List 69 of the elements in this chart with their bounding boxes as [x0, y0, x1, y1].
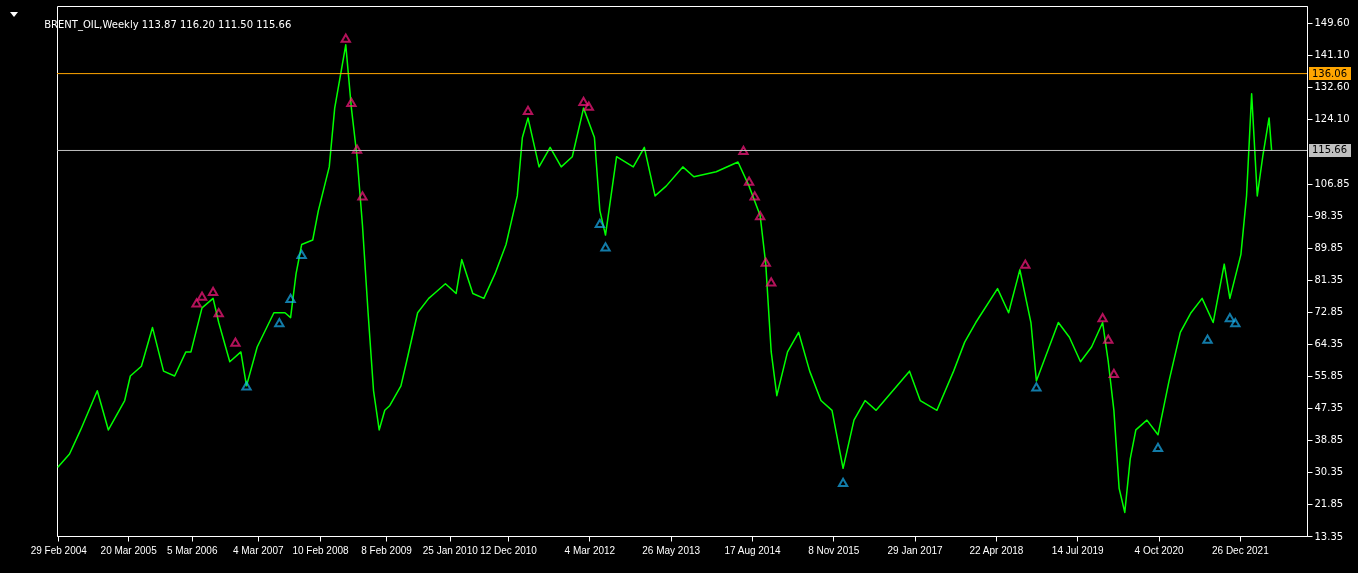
x-tick-label: 22 Apr 2018: [969, 544, 1024, 556]
x-tick-label: 4 Mar 2012: [564, 544, 616, 556]
point: [296, 249, 307, 259]
point: [738, 145, 749, 155]
ref-line-label: 136.06: [1312, 67, 1347, 79]
y-tick-label: 89.85: [1314, 242, 1344, 254]
x-tick-label: 14 Jul 2019: [1051, 544, 1105, 556]
x-tick-label: 17 Aug 2014: [724, 544, 781, 556]
point: [213, 308, 224, 318]
y-tick-label: 64.35: [1314, 338, 1344, 350]
point: [1103, 334, 1114, 344]
ref-line-label: 115.66: [1312, 144, 1347, 156]
y-tick-label: 106.85: [1314, 178, 1350, 190]
point: [346, 97, 357, 108]
y-tick-label: 132.60: [1314, 81, 1350, 93]
x-tick-label: 5 Mar 2006: [166, 544, 218, 556]
x-tick-label: 12 Dec 2010: [480, 544, 538, 556]
point: [357, 191, 368, 201]
point: [600, 242, 611, 252]
y-tick-label: 13.35: [1314, 530, 1344, 542]
point: [583, 101, 594, 111]
point: [241, 381, 252, 391]
y-tick-label: 72.85: [1314, 306, 1344, 318]
point: [743, 176, 755, 186]
point: [230, 337, 241, 347]
y-tick-label: 98.35: [1314, 210, 1344, 222]
point: [749, 191, 760, 201]
x-tick-label: 10 Feb 2008: [292, 544, 350, 556]
point: [285, 293, 296, 304]
y-tick-label: 124.10: [1314, 113, 1350, 125]
y-tick-label: 47.35: [1314, 402, 1344, 414]
point: [191, 298, 202, 308]
x-tick-label: 8 Nov 2015: [808, 544, 860, 556]
point: [1031, 382, 1042, 392]
x-tick-label: 26 May 2013: [642, 544, 701, 556]
y-tick-label: 30.35: [1314, 466, 1344, 478]
point: [1224, 313, 1236, 323]
y-tick-label: 55.85: [1314, 370, 1344, 382]
y-tick-label: 81.35: [1314, 274, 1344, 286]
point: [578, 96, 589, 106]
point: [1230, 317, 1241, 328]
point: [754, 210, 766, 221]
y-tick-label: 21.85: [1314, 498, 1344, 510]
point: [340, 33, 351, 43]
x-tick-label: 25 Jan 2010: [422, 544, 479, 556]
point: [196, 291, 208, 301]
point: [766, 277, 777, 287]
x-tick-label: 29 Jan 2017: [887, 544, 944, 556]
point: [1097, 313, 1108, 323]
point: [351, 144, 363, 154]
point: [1020, 259, 1031, 269]
point: [594, 218, 606, 229]
point: [837, 477, 849, 487]
x-tick-label: 29 Feb 2004: [30, 544, 88, 556]
point: [760, 257, 771, 267]
x-tick-label: 20 Mar 2005: [100, 544, 158, 556]
x-tick-label: 26 Dec 2021: [1211, 544, 1270, 556]
x-tick-label: 4 Mar 2007: [232, 544, 284, 556]
point: [522, 105, 534, 115]
point: [1108, 368, 1120, 379]
point: [207, 286, 219, 296]
point: [1152, 442, 1164, 452]
x-tick-label: 4 Oct 2020: [1134, 544, 1184, 556]
x-tick-label: 8 Feb 2009: [361, 544, 413, 556]
point: [1202, 334, 1213, 344]
y-tick-label: 141.10: [1314, 49, 1350, 61]
point: [274, 317, 285, 328]
y-tick-label: 38.85: [1314, 434, 1344, 446]
y-tick-label: 149.60: [1314, 17, 1350, 29]
